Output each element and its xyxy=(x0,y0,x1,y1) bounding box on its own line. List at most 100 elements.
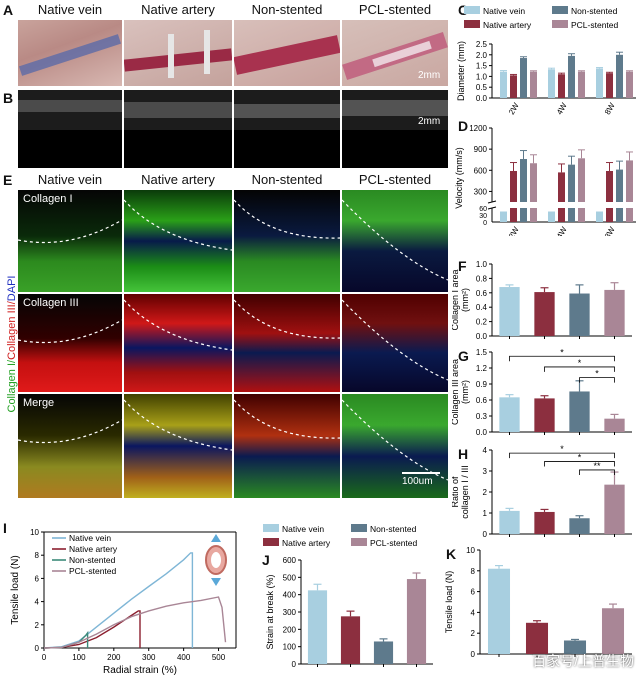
micro-c1-native-artery xyxy=(124,190,232,292)
micro-merge-native-artery xyxy=(124,394,232,498)
chart-g-sig-star: * xyxy=(560,347,564,357)
chart-d-bar xyxy=(578,158,585,202)
micro-merge-non-stented xyxy=(234,394,340,498)
chart-h-sig-bracket xyxy=(579,469,615,475)
chart-c-y-tick-label: 0.5 xyxy=(476,83,488,92)
chart-c-y-label: Diameter (mm) xyxy=(456,41,466,101)
chart-g-bar xyxy=(569,391,590,432)
chart-k-tensile-load: 0 2 4 6 8 10 Tensile load (N) xyxy=(444,546,632,659)
chart-f-y-tick-label: 1.0 xyxy=(476,260,488,269)
chart-d-bar-lower xyxy=(578,208,585,222)
chart-d-bar xyxy=(530,163,537,202)
chart-f-y-tick-label: 0.4 xyxy=(476,303,488,312)
chart-c-legend-label: PCL-stented xyxy=(571,20,619,30)
row-label-merge: Merge xyxy=(23,397,55,409)
chart-d-bar xyxy=(548,211,555,222)
micro-c1-native-vein: Collagen I xyxy=(18,190,122,292)
chart-c-legend-label: Native artery xyxy=(483,20,532,30)
chart-c-bar xyxy=(548,69,555,98)
chart-h-y-tick-label: 2 xyxy=(483,488,488,497)
chart-i-y-tick-label: 4 xyxy=(35,598,40,607)
ultrasound-pcl-stented: 2mm xyxy=(342,90,448,168)
chart-d-y-tick-label: 300 xyxy=(474,187,488,196)
scale-bar-line-e xyxy=(402,472,440,474)
chart-d-bar-lower xyxy=(626,208,633,222)
chart-i-legend-label: PCL-stented xyxy=(69,566,117,576)
chart-d-x-tick-label: 4W xyxy=(555,225,569,236)
chart-g-bar xyxy=(604,418,625,432)
chart-i-y-tick-label: 2 xyxy=(35,621,40,630)
chart-g-y-tick-label: 1.2 xyxy=(476,364,488,373)
chart-d-x-tick-label: 2W xyxy=(507,225,521,236)
micro-c3-native-vein: Collagen III xyxy=(18,294,122,392)
e-col-head-native-vein: Native vein xyxy=(37,172,103,187)
chart-c-bar xyxy=(510,75,517,98)
chart-j-bar xyxy=(406,579,427,664)
chart-g-bar xyxy=(534,398,555,432)
panel-label-e: E xyxy=(3,172,13,188)
chart-c-diameter: 0.0 0.5 1.01.5 2.0 2.5 Diameter (mm) 2W 4W 8W Nat… xyxy=(456,6,636,116)
chart-i-x-tick-label: 300 xyxy=(142,653,156,662)
chart-f-y-label: Collagen I area xyxy=(452,269,460,330)
chart-d-y-tick-label: 30 xyxy=(479,213,487,220)
chart-c-legend-label: Native vein xyxy=(483,6,525,16)
ultrasound-native-artery xyxy=(124,90,232,168)
chart-d-break-mark xyxy=(487,200,497,204)
micro-c3-non-stented xyxy=(234,294,340,392)
chart-c-x-tick-label: 4W xyxy=(555,101,569,116)
chart-i-y-label: Tensile load (N) xyxy=(10,555,21,624)
chart-c-y-tick-label: 1.5 xyxy=(476,62,488,71)
chart-c-legend-swatch xyxy=(464,6,480,14)
chart-d-x-tick-label: 8W xyxy=(603,225,617,236)
chart-h-sig-bracket xyxy=(544,461,615,467)
chart-c-bar xyxy=(606,73,613,98)
chart-i-y-tick-label: 6 xyxy=(35,574,40,583)
chart-i-series-line xyxy=(43,552,194,649)
chart-j-legend-label: Non-stented xyxy=(370,524,417,534)
chart-i-x-tick-label: 100 xyxy=(72,653,86,662)
chart-g-sig-bracket xyxy=(579,377,615,383)
scale-bar-a: 2mm xyxy=(418,70,441,81)
chart-d-bar xyxy=(558,172,565,202)
chart-k-y-tick-label: 0 xyxy=(471,650,476,659)
col-head-pcl-stented: PCL-stented xyxy=(358,2,432,17)
chart-k-y-tick-label: 4 xyxy=(471,608,476,617)
chart-d-bar xyxy=(520,159,527,202)
photo-native-artery xyxy=(124,20,232,86)
panel-label-k: K xyxy=(446,546,457,562)
chart-i-legend-label: Native vein xyxy=(69,533,111,543)
chart-j-bar xyxy=(373,641,394,664)
chart-j-bar xyxy=(307,590,328,664)
row-label-collagen-i: Collagen I xyxy=(23,193,73,205)
chart-j-bar xyxy=(340,616,361,664)
chart-j-y-tick-label: 300 xyxy=(283,608,297,617)
chart-h-y-tick-label: 3 xyxy=(483,467,488,476)
chart-j-y-label: Strain at break (%) xyxy=(265,574,275,649)
chart-d-break-mark xyxy=(487,206,497,210)
chart-d-bar xyxy=(606,170,613,202)
photo-non-stented xyxy=(234,20,340,86)
chart-c-bar xyxy=(626,71,633,98)
panel-label-i: I xyxy=(3,520,7,536)
chart-i-x-tick-label: 400 xyxy=(177,653,191,662)
chart-j-legend-swatch xyxy=(263,524,279,532)
chart-c-bar xyxy=(578,71,585,98)
chart-i-y-tick-label: 8 xyxy=(35,551,40,560)
e-col-head-non-stented: Non-stented xyxy=(251,172,323,187)
chart-f-bar xyxy=(569,293,590,336)
chart-k-y-tick-label: 8 xyxy=(471,567,476,576)
chart-d-y-label: Velocity (mm/s) xyxy=(454,147,464,209)
chart-i-arrow-down-icon xyxy=(211,578,221,586)
chart-i-series-line xyxy=(43,610,141,649)
chart-c-legend-swatch xyxy=(552,20,568,28)
chart-h-bar xyxy=(604,484,625,534)
chart-i-x-tick-label: 500 xyxy=(212,653,226,662)
chart-f-collagen-i: 0.0 0.2 0.4 0.6 0.8 1.0 Collagen I area(mm²) xyxy=(452,260,632,341)
chart-j-y-tick-label: 0 xyxy=(292,660,297,669)
chart-d-bar-lower xyxy=(616,208,623,222)
chart-f-y-tick-label: 0.0 xyxy=(476,332,488,341)
chart-j-strain: 0 100 200 300 400 500 600 Strain at break (%) Na… xyxy=(263,524,433,669)
chart-f-y-tick-label: 0.2 xyxy=(476,318,488,327)
